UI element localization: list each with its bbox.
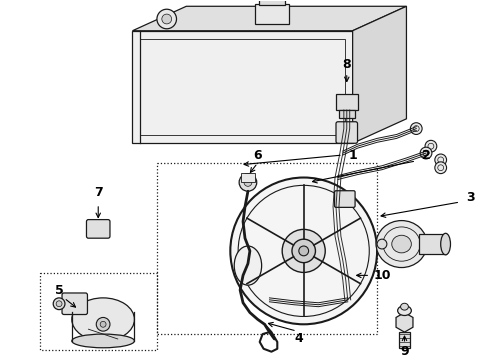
Ellipse shape [377, 239, 387, 249]
Circle shape [230, 177, 377, 324]
Text: 9: 9 [400, 345, 409, 358]
Text: 6: 6 [253, 149, 262, 162]
Ellipse shape [398, 306, 411, 315]
FancyBboxPatch shape [335, 191, 355, 207]
Bar [157, 163, 377, 334]
FancyBboxPatch shape [62, 293, 87, 315]
Ellipse shape [234, 246, 262, 285]
Bar [339, 110, 355, 118]
Text: 3: 3 [466, 190, 474, 204]
FancyBboxPatch shape [336, 122, 358, 143]
Circle shape [435, 154, 446, 166]
Polygon shape [396, 312, 413, 332]
Circle shape [425, 140, 437, 152]
Text: 10: 10 [373, 269, 391, 282]
Ellipse shape [72, 334, 134, 348]
Circle shape [420, 147, 432, 159]
Circle shape [410, 123, 422, 135]
Bar [255, 4, 289, 24]
Circle shape [100, 321, 106, 327]
Ellipse shape [401, 303, 408, 310]
Circle shape [96, 318, 110, 331]
Polygon shape [132, 31, 353, 143]
Ellipse shape [392, 235, 411, 253]
Bar [259, 0, 285, 5]
Bar [40, 273, 157, 350]
Circle shape [53, 298, 65, 310]
Polygon shape [132, 6, 406, 31]
Circle shape [157, 9, 176, 29]
Ellipse shape [441, 233, 450, 255]
Polygon shape [419, 234, 445, 254]
Text: 8: 8 [343, 58, 351, 72]
Circle shape [239, 174, 257, 191]
Text: 2: 2 [422, 149, 430, 162]
Text: 4: 4 [294, 333, 303, 346]
Circle shape [56, 301, 62, 307]
Bar [241, 173, 255, 183]
Circle shape [162, 14, 172, 24]
Circle shape [244, 179, 252, 186]
Circle shape [435, 162, 446, 174]
Circle shape [282, 229, 325, 273]
Circle shape [292, 239, 316, 263]
Circle shape [299, 246, 309, 256]
Text: 1: 1 [348, 149, 357, 162]
Polygon shape [353, 6, 406, 143]
Bar [399, 332, 410, 348]
Ellipse shape [376, 221, 427, 267]
FancyBboxPatch shape [86, 220, 110, 238]
Ellipse shape [72, 298, 134, 341]
Text: 7: 7 [94, 186, 102, 199]
Text: 5: 5 [55, 284, 64, 297]
Bar [336, 94, 358, 110]
